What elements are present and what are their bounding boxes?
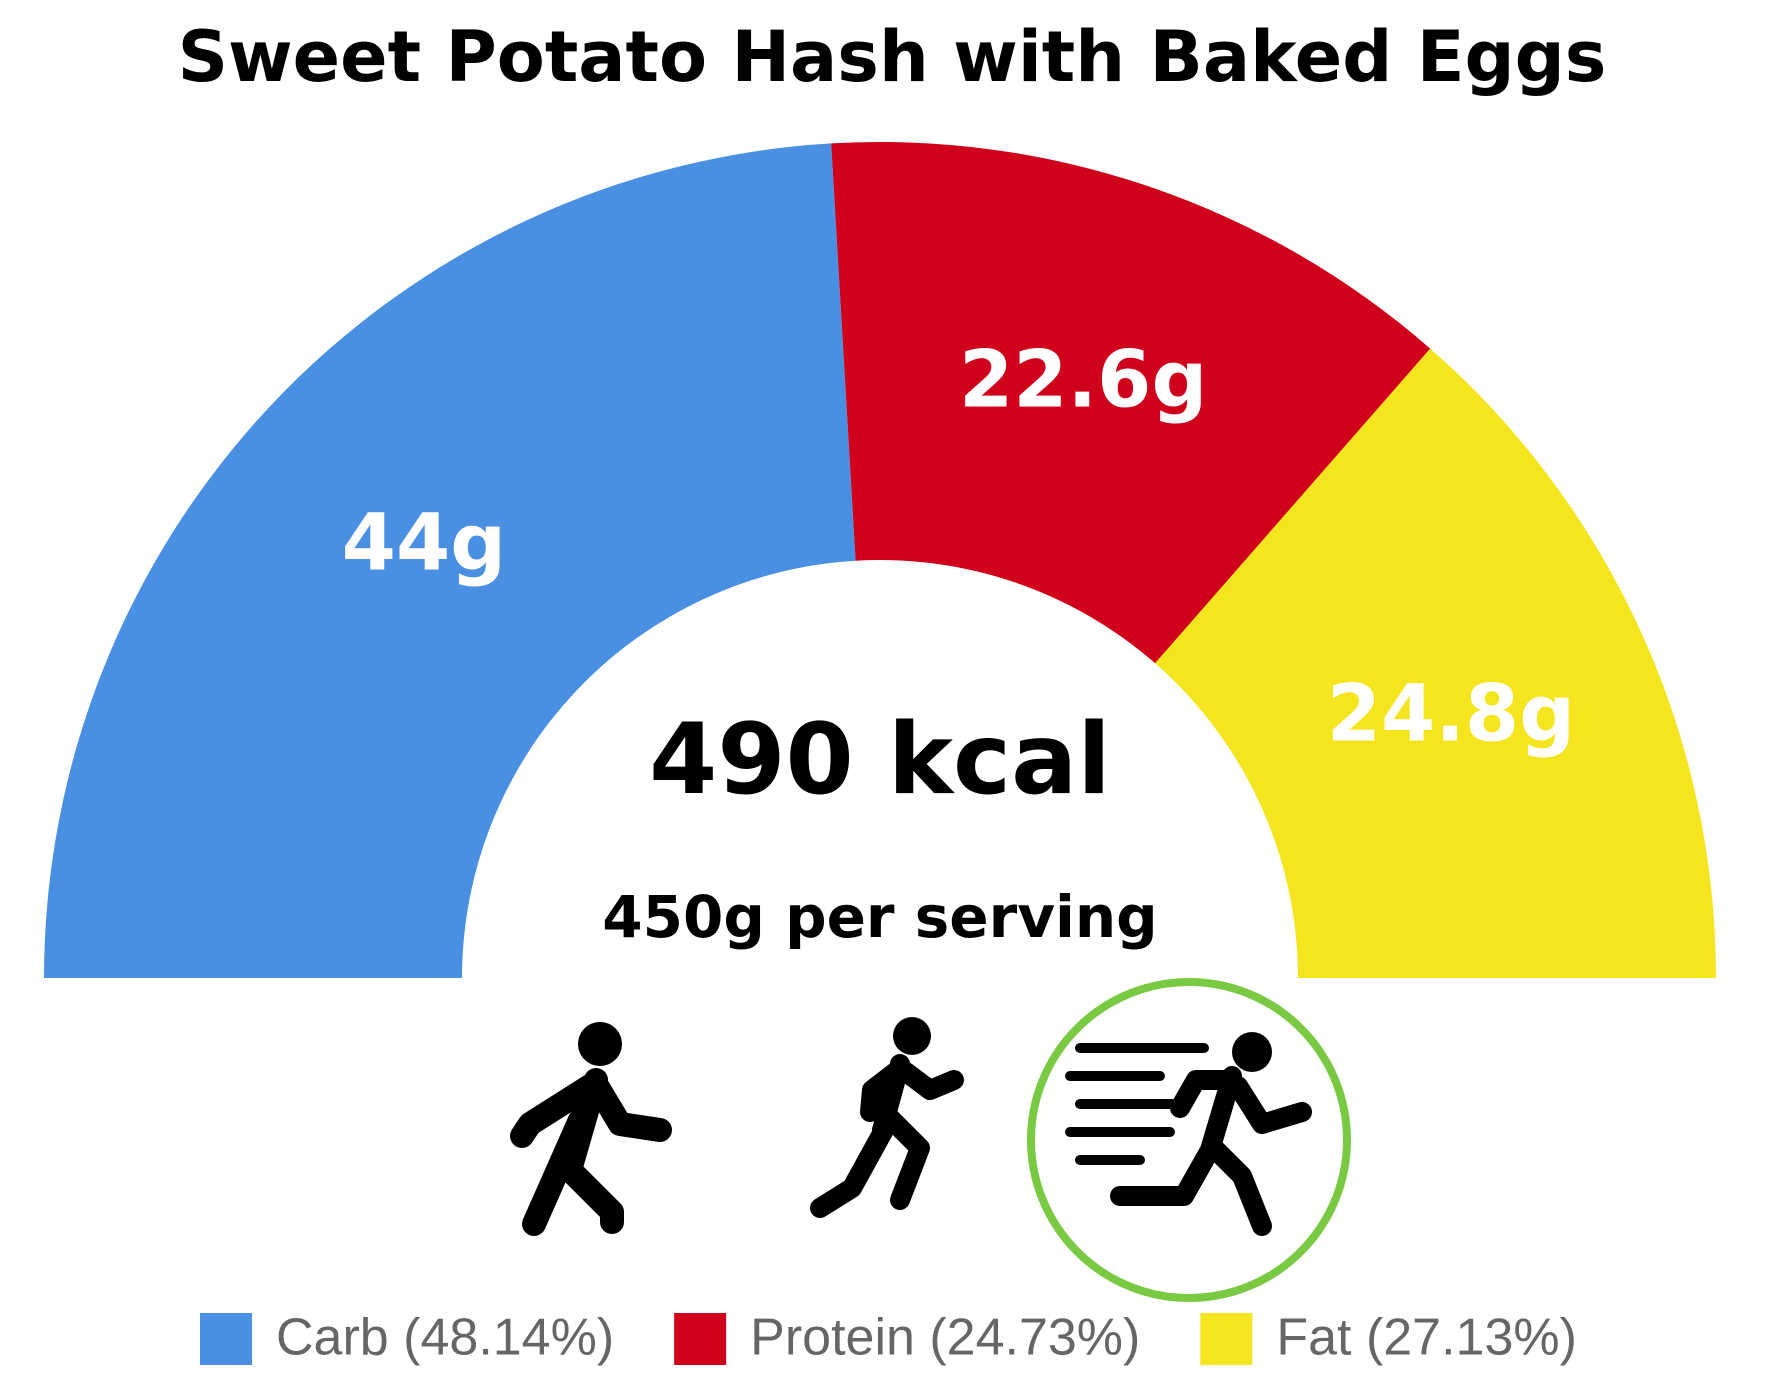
chart-title: Sweet Potato Hash with Baked Eggs	[178, 16, 1607, 98]
slice	[831, 142, 1431, 664]
legend: Carb (48.14%) Protein (24.73%) Fat (27.13%…	[200, 1309, 1577, 1367]
slice	[1155, 348, 1716, 978]
walking-icon	[510, 1022, 672, 1236]
legend-label: Fat (27.13%)	[1276, 1309, 1577, 1367]
slice	[44, 143, 856, 979]
sprint-icon[interactable]	[1027, 978, 1351, 1302]
value-label: 22.6g	[959, 335, 1207, 425]
value-label: 44g	[342, 498, 506, 588]
legend-swatch	[200, 1313, 252, 1365]
legend-label: Protein (24.73%)	[750, 1309, 1140, 1367]
serving: 450g per serving	[602, 883, 1157, 951]
legend-swatch	[674, 1313, 727, 1365]
arcs: 44g 22.6g 24.8g	[44, 142, 1716, 979]
value-label: 24.8g	[1327, 669, 1575, 759]
legend-swatch	[1200, 1313, 1253, 1365]
running-icon	[810, 1017, 964, 1218]
calories: 490 kcal	[649, 703, 1111, 817]
legend-label: Carb (48.14%)	[276, 1309, 614, 1367]
